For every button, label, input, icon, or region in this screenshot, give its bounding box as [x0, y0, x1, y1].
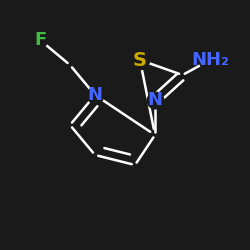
Text: N: N [148, 91, 162, 109]
Text: F: F [34, 31, 46, 49]
Text: S: S [133, 50, 147, 70]
Text: NH₂: NH₂ [191, 51, 229, 69]
Text: N: N [88, 86, 102, 104]
